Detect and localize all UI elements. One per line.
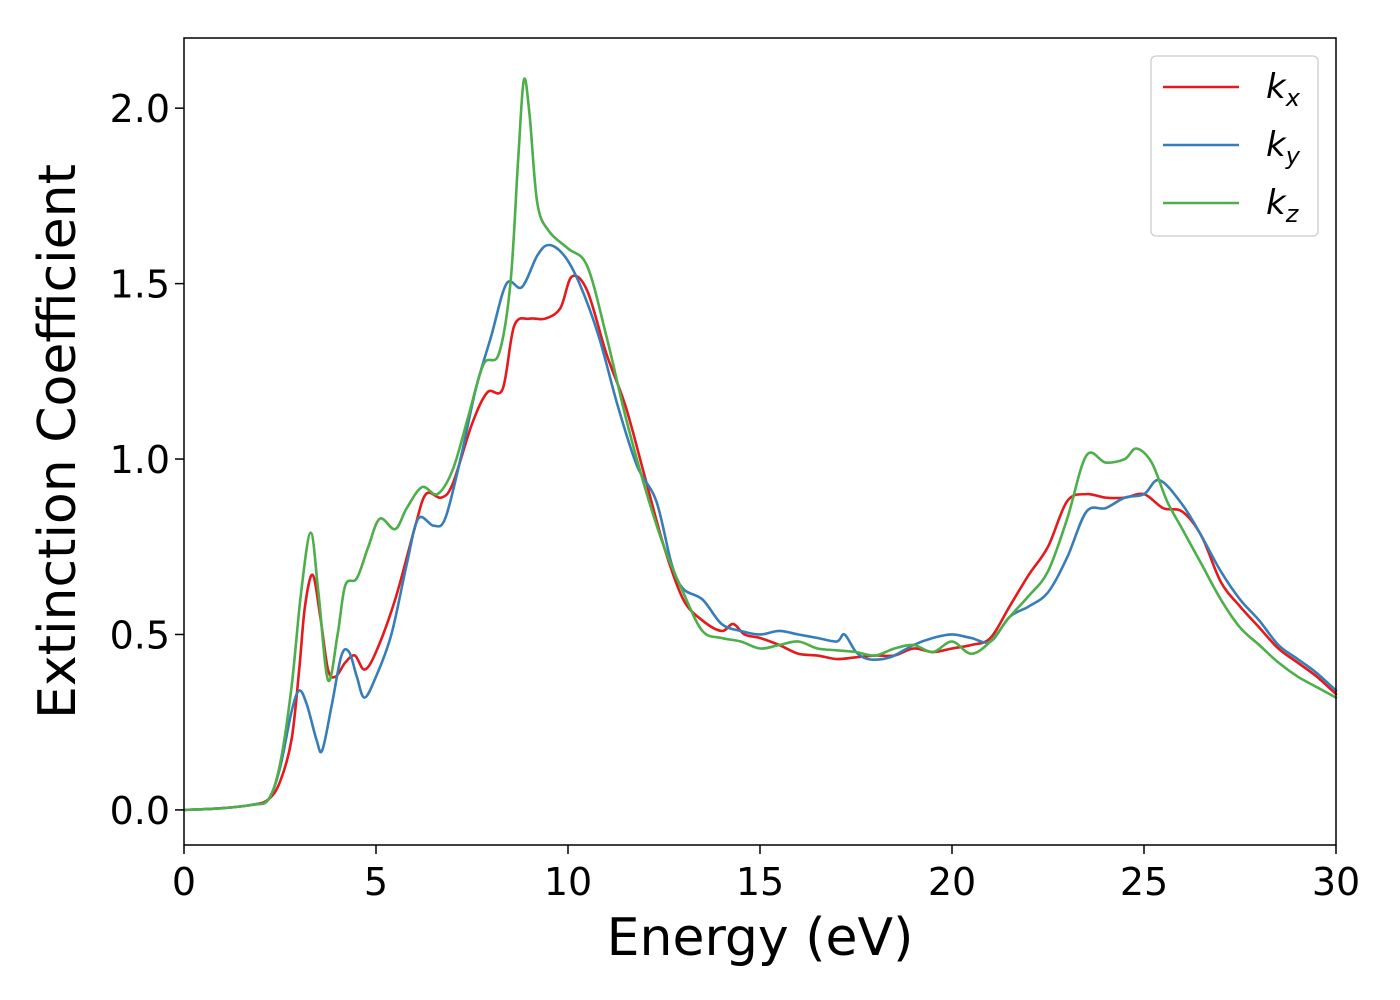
legend-label-kz: kz [1266, 183, 1300, 228]
y-tick-label: 0.5 [110, 613, 170, 657]
y-tick-label: 1.5 [110, 263, 170, 307]
y-tick-label: 0.0 [110, 789, 170, 833]
y-tick-label: 1.0 [110, 438, 170, 482]
series-line-kz [182, 77, 1338, 812]
x-tick-label: 10 [544, 860, 592, 904]
series-line-ky [182, 243, 1338, 812]
y-axis-label: Extinction Coefficient [28, 164, 88, 719]
x-tick-label: 5 [364, 860, 388, 904]
series-line-kx [182, 274, 1338, 812]
legend-label-ky: ky [1266, 125, 1301, 170]
x-axis-label: Energy (eV) [607, 908, 914, 968]
x-tick-label: 20 [928, 860, 976, 904]
x-tick-label: 15 [736, 860, 784, 904]
legend: kx ky kz [1150, 55, 1319, 237]
y-tick-label: 2.0 [110, 87, 170, 131]
series-layer [182, 77, 1338, 812]
x-tick-label: 25 [1120, 860, 1168, 904]
y-axis: 0.0 0.5 1.0 1.5 2.0 [110, 87, 184, 833]
x-tick-label: 0 [172, 860, 196, 904]
x-tick-label: 30 [1312, 860, 1360, 904]
x-axis: 0 5 10 15 20 25 30 [172, 845, 1360, 904]
legend-label-kx: kx [1266, 67, 1301, 112]
